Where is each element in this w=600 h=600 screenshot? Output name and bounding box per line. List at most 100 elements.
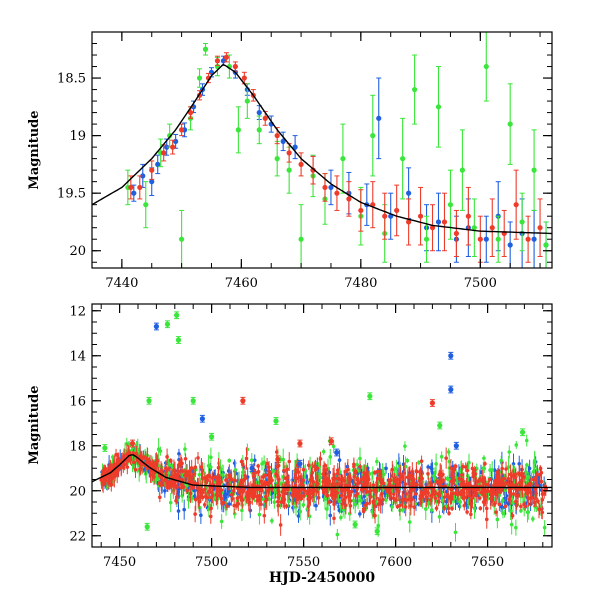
band-point (232, 512, 237, 516)
band-point (414, 469, 419, 474)
band-point (346, 467, 350, 472)
band-point (511, 462, 516, 466)
band-point (531, 469, 536, 474)
top-plot-frame (91, 31, 553, 269)
band-point (457, 476, 462, 481)
data-point (256, 109, 262, 116)
band-point (501, 498, 505, 503)
band-point (216, 465, 221, 470)
band-point (158, 449, 163, 453)
band-point (402, 471, 407, 475)
data-point (173, 138, 179, 144)
band-point (335, 468, 340, 473)
band-point (262, 481, 267, 486)
band-point (236, 501, 241, 506)
band-point (400, 498, 405, 503)
band-point (179, 477, 183, 482)
y-tick-label: 22 (69, 529, 86, 544)
band-point (347, 483, 352, 488)
band-point (458, 500, 463, 504)
top-axis-ticks: 7440 7460 7480 7500 18.5 19 19.5 20 (57, 31, 552, 291)
band-point (167, 480, 172, 484)
band-point (428, 498, 432, 502)
band-point (362, 477, 366, 482)
data-point (437, 422, 443, 429)
band-point (419, 494, 423, 499)
band-point (274, 450, 279, 454)
band-point (244, 456, 249, 461)
band-point (453, 530, 458, 535)
data-point (429, 225, 436, 231)
data-point (435, 219, 442, 225)
data-point (137, 184, 143, 191)
band-point (467, 493, 472, 498)
band-point (259, 479, 263, 484)
band-point (478, 496, 482, 500)
band-point (469, 512, 473, 517)
data-point (223, 54, 230, 60)
band-point (496, 489, 500, 494)
band-point (458, 483, 463, 487)
band-point (500, 466, 504, 471)
band-point (385, 489, 390, 494)
band-point (259, 487, 263, 492)
band-point (203, 487, 207, 492)
bottom-axis-ticks: 7450 7500 7550 7600 7650 12 14 16 18 20 22 (69, 304, 552, 570)
band-point (445, 492, 450, 497)
band-point (263, 495, 268, 499)
band-point (248, 500, 252, 505)
band-point (523, 504, 527, 509)
band-point (537, 507, 541, 512)
data-point (149, 179, 155, 185)
data-point (273, 418, 279, 424)
data-point (453, 443, 459, 449)
band-point (318, 456, 323, 461)
band-point (501, 476, 506, 481)
band-point (267, 472, 272, 477)
data-point (448, 353, 454, 359)
band-point (447, 511, 451, 516)
band-point (490, 495, 495, 500)
band-point (348, 511, 352, 516)
band-point (495, 517, 500, 522)
data-point (531, 167, 537, 173)
band-point (276, 499, 280, 504)
band-point (394, 467, 399, 471)
top-panel: 7440 7460 7480 7500 18.5 19 19.5 20 Magnitude (27, 31, 553, 291)
band-point (441, 478, 445, 483)
band-point (247, 489, 251, 494)
data-point (346, 196, 352, 202)
band-point (355, 491, 360, 496)
band-point (354, 469, 358, 474)
band-point (182, 507, 186, 512)
band-point (227, 458, 232, 463)
data-point (352, 521, 358, 528)
band-point (358, 456, 362, 461)
band-point (504, 467, 508, 471)
data-point (153, 323, 159, 330)
band-point (539, 470, 544, 475)
data-point (199, 416, 205, 422)
band-point (500, 505, 505, 510)
band-point (224, 478, 228, 482)
band-point (209, 495, 214, 500)
data-point (131, 190, 137, 196)
band-point (218, 491, 222, 495)
band-point (514, 525, 518, 530)
band-point (328, 513, 333, 518)
band-point (433, 496, 438, 501)
band-point (452, 478, 457, 483)
top-y-axis-label: Magnitude (27, 110, 42, 189)
band-point (185, 483, 189, 488)
band-point (260, 462, 264, 466)
data-point (179, 236, 185, 242)
band-point (238, 481, 243, 486)
model-curve (92, 63, 552, 235)
band-point (403, 444, 407, 448)
y-tick-label: 18.5 (57, 72, 86, 87)
band-point (327, 479, 332, 483)
band-point (484, 506, 489, 511)
band-point (422, 492, 426, 496)
data-point (358, 207, 364, 214)
band-point (337, 458, 342, 462)
